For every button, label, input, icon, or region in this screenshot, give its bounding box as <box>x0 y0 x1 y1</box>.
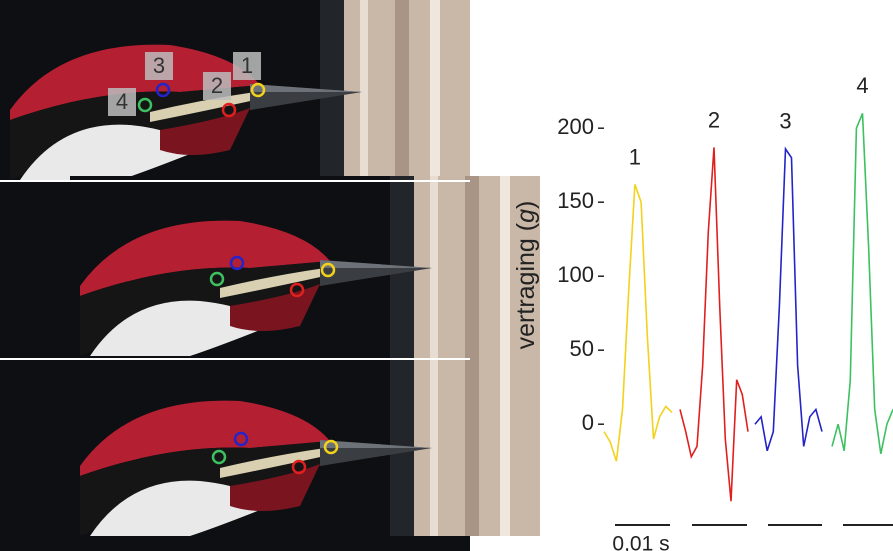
y-axis-label: vertraging (g) <box>512 201 540 350</box>
y-tick-label: 150 <box>557 188 594 213</box>
series-label: 3 <box>779 109 791 134</box>
photo-panel <box>0 356 540 551</box>
y-label-part: g <box>512 209 540 223</box>
series-line <box>604 184 672 461</box>
figure: 1 2 3 4 vertraging (g) 0,01 s 0 50 100 150 2… <box>0 0 893 551</box>
y-tick-label: 200 <box>557 114 594 139</box>
y-tick-label: 100 <box>557 262 594 287</box>
photo-label: 2 <box>211 73 223 98</box>
scale-bar-label: 0,01 s <box>612 533 669 551</box>
series-label: 2 <box>708 107 720 132</box>
photo-panel <box>0 176 540 358</box>
series-line <box>832 113 893 453</box>
photo-panel <box>0 0 470 180</box>
series-label: 4 <box>856 73 868 98</box>
y-label-part: vertraging ( <box>512 222 540 349</box>
photo-label: 4 <box>116 89 128 114</box>
y-tick-label: 50 <box>570 336 594 361</box>
series-line <box>680 147 748 501</box>
photo-label: 3 <box>153 53 165 78</box>
series-label: 1 <box>629 144 641 169</box>
y-label-part: ) <box>512 201 540 209</box>
photo-label: 1 <box>241 53 253 78</box>
series-line <box>755 149 822 451</box>
y-tick-label: 0 <box>582 410 594 435</box>
